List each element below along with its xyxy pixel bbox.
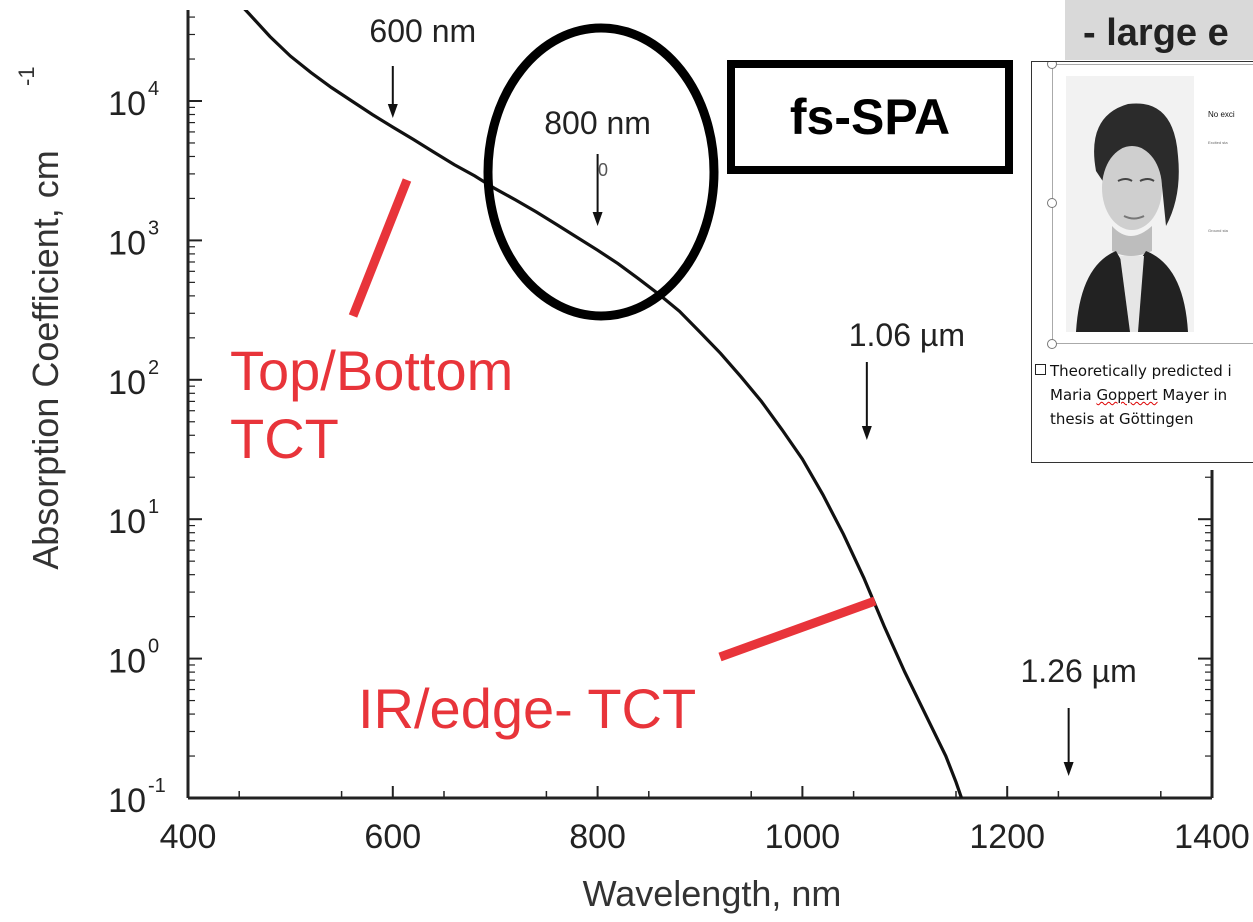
slide-banner: - large e	[1065, 0, 1253, 60]
x-tick-label: 600	[364, 818, 421, 856]
portrait-photo	[1066, 76, 1194, 332]
top-bottom-label: Top/Bottom	[230, 339, 513, 402]
caption-line-1: Theoretically predicted i	[1035, 359, 1253, 383]
x-tick-label: 1000	[765, 818, 841, 856]
red-marker-top	[348, 178, 412, 318]
caption-text-2b: Goppert	[1096, 386, 1158, 404]
tct-label: TCT	[230, 407, 339, 470]
resize-handle-top-left[interactable]	[1047, 62, 1057, 69]
inset-slide-title: No exci	[1208, 110, 1235, 119]
checkbox-bullet-icon	[1035, 364, 1046, 375]
red-marker-edge	[718, 596, 877, 662]
small-zero-mark: 0	[598, 160, 608, 180]
y-tick-label: 10	[108, 782, 146, 820]
annotation-arrow-head	[1063, 762, 1074, 776]
y-tick-label: 10	[108, 85, 146, 123]
fs-spa-label: fs-SPA	[789, 89, 951, 145]
y-tick-exponent: 4	[148, 78, 159, 100]
resize-handle-bottom-left[interactable]	[1047, 339, 1057, 349]
inset-caption: Theoretically predicted i Maria Goppert …	[1035, 359, 1253, 431]
annotation-label: 800 nm	[544, 105, 651, 141]
curve-layer	[243, 10, 964, 798]
y-axis-label-exponent: -1	[14, 66, 39, 86]
caption-line-3: thesis at Göttingen	[1050, 410, 1194, 428]
x-tick-label: 800	[569, 818, 626, 856]
y-tick-label: 10	[108, 224, 146, 262]
x-tick-label: 400	[160, 818, 217, 856]
banner-text: - large e	[1083, 12, 1229, 54]
caption-line-2: Maria Goppert Mayer in	[1035, 383, 1253, 407]
inset-slide: No exci Excited sta Ground sta Theoretic…	[1031, 61, 1253, 463]
y-axis-label-group: Absorption Coefficient, cm	[25, 150, 66, 570]
x-tick-label: 1400	[1174, 818, 1250, 856]
absorption-curve	[243, 10, 964, 798]
x-tick-label: 1200	[969, 818, 1045, 856]
excited-state-label: Excited sta	[1208, 140, 1228, 145]
axes	[186, 10, 1214, 800]
annotation-arrow-head	[861, 426, 872, 440]
ir-edge-tct-label: IR/edge- TCT	[358, 677, 696, 740]
ground-state-label: Ground sta	[1208, 228, 1228, 233]
highlight-ellipse	[483, 23, 719, 321]
y-tick-exponent: 2	[148, 357, 159, 379]
y-tick-exponent: 0	[148, 636, 159, 658]
y-tick-exponent: -1	[148, 775, 166, 797]
caption-text-2a: Maria	[1050, 386, 1097, 404]
resize-handle-mid-left[interactable]	[1047, 198, 1057, 208]
y-axis-label: Absorption Coefficient, cm	[25, 150, 66, 570]
y-tick-label: 10	[108, 364, 146, 402]
annotation-label: 1.26 µm	[1021, 653, 1137, 689]
annotation-arrows: 600 nm 800 nm 1.06 µm 1.26 µm	[369, 13, 1137, 776]
annotation-arrow-head	[592, 212, 603, 226]
annotation-label: 1.06 µm	[849, 317, 965, 353]
x-axis-label: Wavelength, nm	[583, 873, 842, 914]
annotation-arrow-head	[387, 104, 398, 118]
caption-text-1: Theoretically predicted i	[1050, 362, 1232, 380]
y-tick-exponent: 1	[148, 496, 159, 518]
caption-text-2c: Mayer in	[1157, 386, 1228, 404]
y-tick-label: 10	[108, 503, 146, 541]
annotation-label: 600 nm	[369, 13, 476, 49]
fs-spa-box: fs-SPA	[727, 60, 1013, 174]
y-tick-exponent: 3	[148, 217, 159, 239]
y-tick-label: 10	[108, 643, 146, 681]
